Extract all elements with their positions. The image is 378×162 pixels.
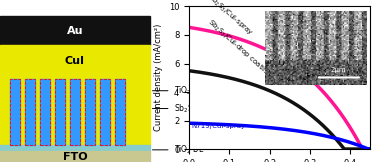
Bar [85, 79, 95, 145]
Bar [10, 79, 20, 145]
Bar [85, 79, 95, 145]
Text: N719/CuI-spray: N719/CuI-spray [191, 123, 245, 129]
Bar [25, 79, 35, 145]
Bar [55, 79, 65, 145]
Text: FTO: FTO [62, 152, 87, 162]
Text: Sb$_2$S$_3$/CuI-drop coating: Sb$_2$S$_3$/CuI-drop coating [205, 17, 273, 80]
Text: Sb$_2$S$_3$: Sb$_2$S$_3$ [152, 102, 197, 115]
Bar [115, 79, 125, 145]
Text: CuI: CuI [65, 56, 85, 66]
Text: Sb$_2$S$_3$/CuI-spray: Sb$_2$S$_3$/CuI-spray [205, 0, 255, 38]
Bar [0, 145, 150, 151]
Y-axis label: Current density (mA/cm²): Current density (mA/cm²) [154, 24, 163, 131]
Bar [25, 79, 35, 145]
Bar [99, 79, 110, 145]
Bar [0, 16, 150, 45]
Bar [99, 79, 110, 145]
Bar [115, 79, 125, 145]
Bar [55, 79, 65, 145]
Bar [0, 45, 150, 78]
Bar [40, 79, 50, 145]
Bar [0, 151, 150, 162]
Bar [70, 79, 80, 145]
Bar [10, 79, 20, 145]
Bar [0, 78, 150, 145]
Text: TiO$_2$ NW: TiO$_2$ NW [152, 84, 208, 97]
Bar [40, 79, 50, 145]
Text: Au: Au [67, 26, 83, 36]
Bar [70, 79, 80, 145]
Text: TiO$_2$ BL: TiO$_2$ BL [152, 144, 204, 156]
